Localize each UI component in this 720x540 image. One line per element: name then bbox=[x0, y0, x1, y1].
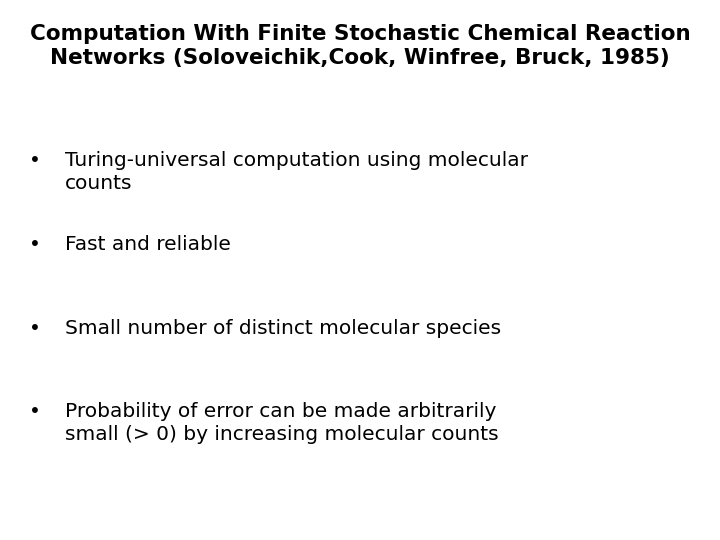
Text: •: • bbox=[29, 402, 40, 421]
Text: Small number of distinct molecular species: Small number of distinct molecular speci… bbox=[65, 319, 501, 338]
Text: •: • bbox=[29, 319, 40, 338]
Text: •: • bbox=[29, 151, 40, 170]
Text: Turing-universal computation using molecular
counts: Turing-universal computation using molec… bbox=[65, 151, 528, 193]
Text: Computation With Finite Stochastic Chemical Reaction
Networks (Soloveichik,Cook,: Computation With Finite Stochastic Chemi… bbox=[30, 24, 690, 68]
Text: •: • bbox=[29, 235, 40, 254]
Text: Fast and reliable: Fast and reliable bbox=[65, 235, 230, 254]
Text: Probability of error can be made arbitrarily
small (> 0) by increasing molecular: Probability of error can be made arbitra… bbox=[65, 402, 498, 444]
